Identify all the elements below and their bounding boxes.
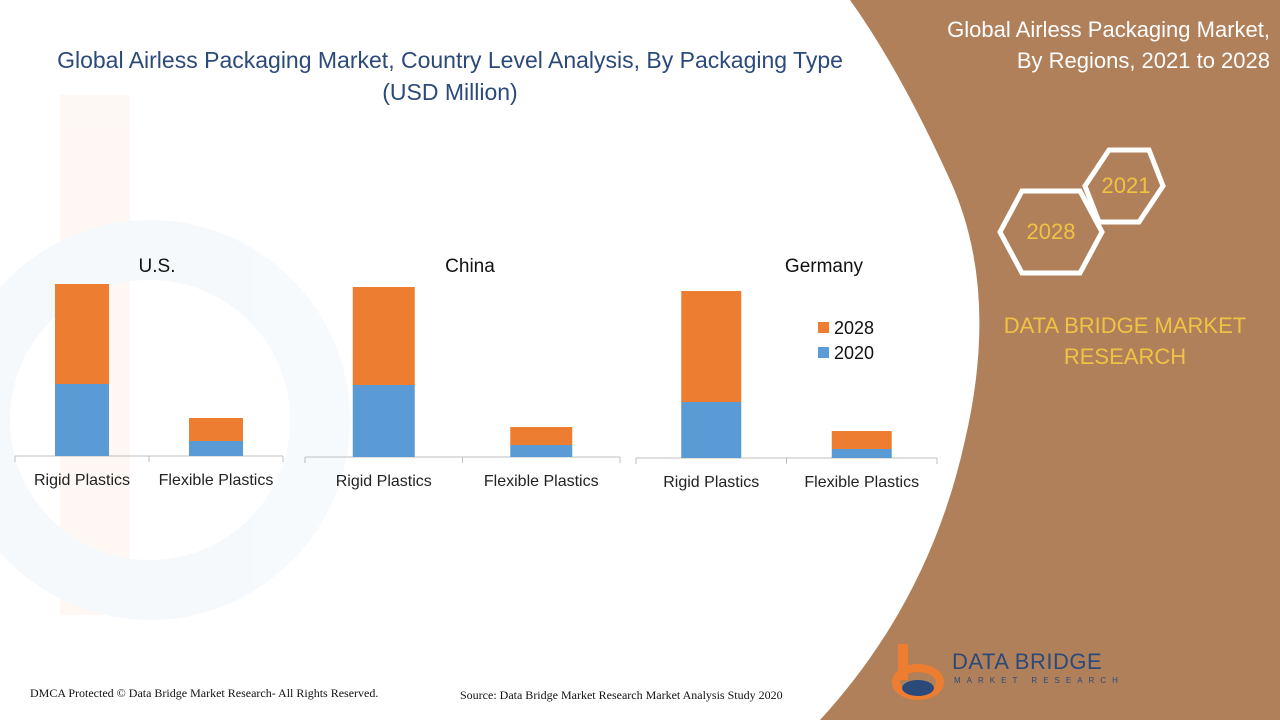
bar-2020-1-1 [510, 445, 573, 457]
chart-main-title: Global Airless Packaging Market, Country… [20, 44, 880, 108]
category-label-1-1: Flexible Plastics [484, 473, 599, 490]
legend-label-2028: 2028 [834, 318, 874, 338]
legend-swatch-2028 [818, 322, 829, 333]
bar-2028-1-1 [510, 427, 573, 445]
logo-mark-icon [892, 644, 944, 700]
chart-title-1: China [445, 256, 495, 277]
legend-label-2020: 2020 [834, 343, 874, 363]
dmca-notice: DMCA Protected © Data Bridge Market Rese… [30, 686, 379, 700]
category-label-1-0: Rigid Plastics [336, 473, 432, 490]
bar-2020-0-1 [189, 441, 243, 456]
bar-2020-0-0 [55, 384, 109, 456]
category-label-2-1: Flexible Plastics [804, 474, 919, 491]
title-line-1: Global Airless Packaging Market, Country… [57, 47, 843, 73]
bar-2028-1-0 [352, 287, 415, 385]
legend-swatch-2020 [818, 347, 829, 358]
panel-title-line-2: By Regions, 2021 to 2028 [1016, 48, 1270, 73]
hex-year-2021: 2021 [1101, 173, 1151, 198]
panel-title: Global Airless Packaging Market, By Regi… [890, 14, 1270, 76]
category-label-2-0: Rigid Plastics [663, 474, 759, 491]
logo-name: DATA BRIDGE [952, 649, 1103, 674]
title-line-2: (USD Million) [382, 79, 518, 105]
category-label-0-0: Rigid Plastics [34, 472, 130, 489]
category-label-0-1: Flexible Plastics [159, 472, 274, 489]
hex-2028 [997, 188, 1105, 276]
bar-2028-0-1 [189, 418, 243, 441]
hex-year-2028: 2028 [1026, 219, 1076, 244]
bar-2028-2-1 [831, 431, 892, 449]
bar-2020-2-1 [831, 449, 892, 458]
chart-title-0: U.S. [139, 256, 176, 277]
bar-2028-0-0 [55, 284, 109, 384]
panel-title-line-1: Global Airless Packaging Market, [947, 17, 1270, 42]
brand-line-2: RESEARCH [1063, 344, 1187, 369]
bar-2028-2-0 [681, 291, 742, 402]
bar-2020-1-0 [352, 385, 415, 457]
brand-text: DATA BRIDGE MARKET RESEARCH [990, 310, 1260, 372]
source-note: Source: Data Bridge Market Research Mark… [460, 688, 783, 702]
chart-title-2: Germany [785, 256, 864, 277]
logo-sub: MARKET RESEARCH [954, 676, 1124, 685]
side-panel [820, 0, 1280, 720]
bar-2020-2-0 [681, 402, 742, 458]
brand-line-1: DATA BRIDGE MARKET [1003, 313, 1247, 338]
